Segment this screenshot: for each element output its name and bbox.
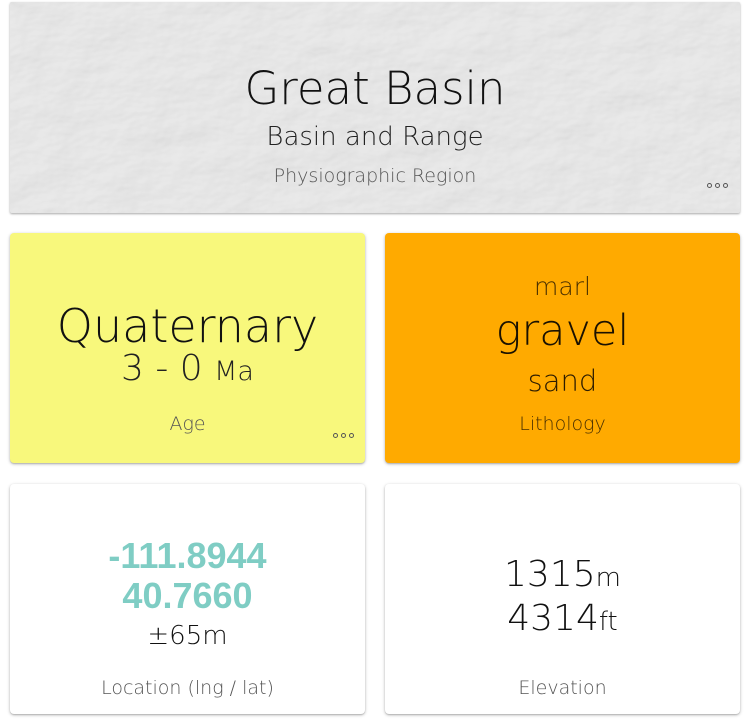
elevation-meters-value: 1315	[504, 554, 596, 595]
lithology-secondary: sand	[527, 364, 598, 398]
lithology-label: Lithology	[519, 413, 606, 435]
elevation-feet-value: 4314	[507, 598, 599, 639]
location-accuracy: ±65m	[147, 621, 228, 651]
elevation-meters: 1315m	[385, 554, 740, 595]
age-range-line: 3 - 0 Ma	[10, 348, 365, 389]
region-label: Physiographic Region	[273, 165, 477, 187]
location-label: Location (lng / lat)	[101, 677, 274, 699]
age-label: Age	[169, 413, 206, 435]
elevation-feet: 4314ft	[385, 598, 740, 639]
longitude-value: -111.8944	[108, 535, 267, 576]
elevation-label: Elevation	[518, 677, 607, 699]
elevation-feet-unit: ft	[598, 607, 618, 637]
lithology-minor: marl	[534, 272, 591, 301]
age-range: 3 - 0	[121, 348, 203, 389]
latitude-value: 40.7660	[122, 575, 253, 616]
age-era: Quaternary	[56, 299, 319, 353]
physiographic-region-card[interactable]: Great Basin Basin and Range Physiographi…	[10, 2, 740, 213]
lithology-major: gravel	[495, 306, 630, 356]
terrain-relief-texture	[10, 2, 740, 213]
age-card[interactable]: Quaternary 3 - 0 Ma Age	[10, 233, 365, 463]
elevation-card[interactable]: 1315m 4314ft Elevation	[385, 484, 740, 714]
age-unit: Ma	[214, 356, 254, 387]
more-horizontal-icon[interactable]	[333, 433, 354, 438]
more-horizontal-icon[interactable]	[707, 183, 728, 188]
elevation-meters-unit: m	[595, 563, 621, 593]
region-subname: Basin and Range	[266, 122, 484, 152]
region-name: Great Basin	[244, 62, 506, 115]
lithology-card[interactable]: marl gravel sand Lithology	[385, 233, 740, 463]
location-card[interactable]: -111.8944 40.7660 ±65m Location (lng / l…	[10, 484, 365, 714]
